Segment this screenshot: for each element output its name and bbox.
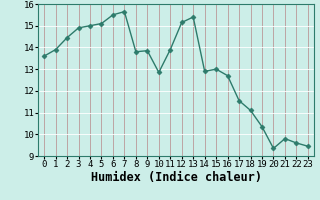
X-axis label: Humidex (Indice chaleur): Humidex (Indice chaleur) xyxy=(91,171,261,184)
